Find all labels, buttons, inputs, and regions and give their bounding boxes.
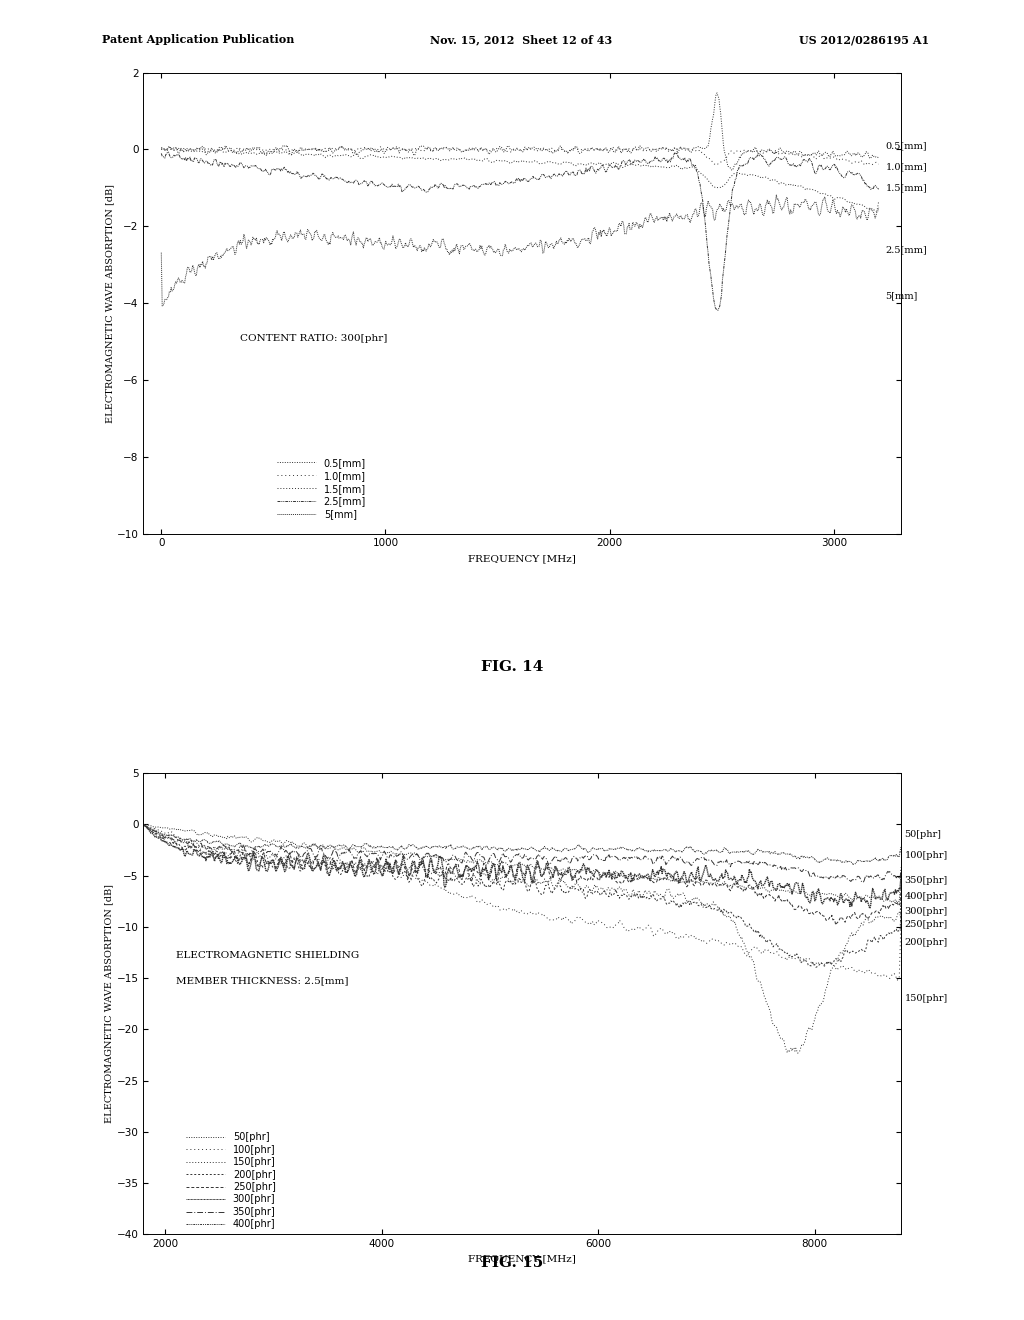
Text: 400[phr]: 400[phr] <box>904 892 947 900</box>
Text: FIG. 15: FIG. 15 <box>481 1257 543 1270</box>
Text: 0.5[mm]: 0.5[mm] <box>886 141 927 150</box>
Legend: 0.5[mm], 1.0[mm], 1.5[mm], 2.5[mm], 5[mm]: 0.5[mm], 1.0[mm], 1.5[mm], 2.5[mm], 5[mm… <box>278 458 366 520</box>
Y-axis label: ELECTROMAGNETIC WAVE ABSORPTION [dB]: ELECTROMAGNETIC WAVE ABSORPTION [dB] <box>104 884 114 1123</box>
Text: 200[phr]: 200[phr] <box>904 937 947 946</box>
Text: 300[phr]: 300[phr] <box>904 907 947 916</box>
Text: FIG. 14: FIG. 14 <box>481 660 543 673</box>
Text: 100[phr]: 100[phr] <box>904 850 947 859</box>
Text: 1.0[mm]: 1.0[mm] <box>886 162 927 172</box>
Text: 5[mm]: 5[mm] <box>886 290 918 300</box>
Text: CONTENT RATIO: 300[phr]: CONTENT RATIO: 300[phr] <box>240 334 387 343</box>
Text: 150[phr]: 150[phr] <box>904 994 947 1003</box>
X-axis label: FREQUENCY [MHz]: FREQUENCY [MHz] <box>468 554 577 562</box>
Legend: 50[phr], 100[phr], 150[phr], 200[phr], 250[phr], 300[phr], 350[phr], 400[phr]: 50[phr], 100[phr], 150[phr], 200[phr], 2… <box>186 1133 275 1229</box>
Text: 2.5[mm]: 2.5[mm] <box>886 244 927 253</box>
X-axis label: FREQUENCY [MHz]: FREQUENCY [MHz] <box>468 1254 577 1263</box>
Text: 50[phr]: 50[phr] <box>904 830 941 840</box>
Text: MEMBER THICKNESS: 2.5[mm]: MEMBER THICKNESS: 2.5[mm] <box>176 977 348 985</box>
Y-axis label: ELECTROMAGNETIC WAVE ABSORPTION [dB]: ELECTROMAGNETIC WAVE ABSORPTION [dB] <box>104 183 114 422</box>
Text: Nov. 15, 2012  Sheet 12 of 43: Nov. 15, 2012 Sheet 12 of 43 <box>430 34 612 45</box>
Text: Patent Application Publication: Patent Application Publication <box>102 34 295 45</box>
Text: 350[phr]: 350[phr] <box>904 876 947 886</box>
Text: ELECTROMAGNETIC SHIELDING: ELECTROMAGNETIC SHIELDING <box>176 950 359 960</box>
Text: 250[phr]: 250[phr] <box>904 920 947 929</box>
Text: 1.5[mm]: 1.5[mm] <box>886 183 927 193</box>
Text: US 2012/0286195 A1: US 2012/0286195 A1 <box>799 34 929 45</box>
